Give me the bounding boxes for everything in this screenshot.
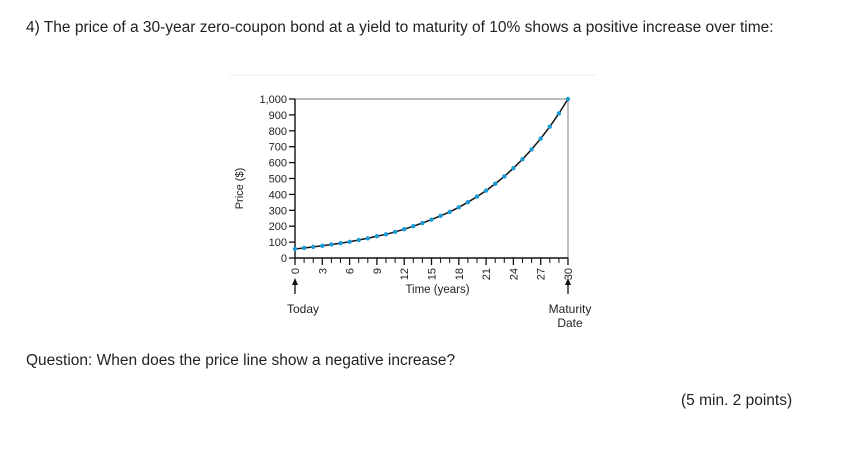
sub-question-text: Question: When does the price line show … xyxy=(26,352,456,369)
y-axis-label: Price ($) xyxy=(234,168,246,210)
price-point xyxy=(447,209,452,215)
price-point xyxy=(383,232,389,237)
x-tick-label: 9 xyxy=(372,268,384,274)
price-point xyxy=(520,157,525,162)
price-point xyxy=(511,165,516,171)
x-tick-label: 6 xyxy=(345,268,357,274)
price-point xyxy=(392,229,398,235)
chart-svg: 0 100 200 300 400 500 600 700 800 900 1,000 0 3 6 9 12 1… xyxy=(230,74,595,330)
y-tick-label: 900 xyxy=(269,110,287,122)
maturity-label: Maturity xyxy=(549,302,592,316)
price-point xyxy=(356,237,361,243)
today-arrow-head xyxy=(292,278,298,285)
x-tick-label: 21 xyxy=(481,268,493,280)
price-point xyxy=(374,234,380,239)
price-point xyxy=(565,96,571,102)
price-point xyxy=(311,244,316,250)
price-point xyxy=(465,199,471,205)
price-point xyxy=(547,124,552,129)
price-point xyxy=(474,194,480,199)
price-point xyxy=(347,239,352,244)
price-point xyxy=(538,136,543,141)
x-tick-label: 0 xyxy=(290,268,302,274)
bond-price-chart: 0 100 200 300 400 500 600 700 800 900 1,000 0 3 6 9 12 1… xyxy=(225,70,605,340)
price-point xyxy=(556,111,562,116)
price-point xyxy=(483,188,489,193)
price-point xyxy=(338,241,343,246)
x-tick-label: 15 xyxy=(427,268,439,280)
maturity-label: Date xyxy=(557,316,583,330)
x-tick-label: 27 xyxy=(536,268,548,280)
price-point xyxy=(456,205,461,210)
price-point xyxy=(301,245,307,251)
x-tick-label: 12 xyxy=(399,268,411,280)
y-tick-label: 0 xyxy=(281,253,287,265)
y-tick-label: 800 xyxy=(269,126,287,138)
maturity-arrow-head xyxy=(565,278,571,285)
y-tick-label: 400 xyxy=(269,189,287,201)
y-tick-label: 500 xyxy=(269,174,287,186)
x-axis-label: Time (years) xyxy=(405,284,469,296)
price-point xyxy=(320,243,325,248)
today-label: Today xyxy=(287,302,319,316)
y-tick-label: 200 xyxy=(269,221,287,233)
price-point xyxy=(493,181,498,186)
price-point xyxy=(411,224,416,229)
x-tick-label: 18 xyxy=(454,268,466,280)
price-point xyxy=(402,227,407,232)
price-point xyxy=(420,220,425,226)
y-tick-label: 100 xyxy=(269,237,287,249)
price-point xyxy=(438,213,443,219)
price-point xyxy=(292,246,298,252)
x-tick-label: 24 xyxy=(508,268,520,280)
points-label: (5 min. 2 points) xyxy=(681,392,793,409)
question-text: 4) The price of a 30-year zero-coupon bo… xyxy=(26,19,774,36)
y-tick-label: 700 xyxy=(269,142,287,154)
price-point xyxy=(529,147,534,152)
price-point xyxy=(429,217,434,222)
price-line xyxy=(294,98,569,250)
price-point xyxy=(365,236,370,241)
plot-frame xyxy=(294,98,569,259)
x-tick-label: 3 xyxy=(317,268,329,274)
y-tick-label: 1,000 xyxy=(259,94,287,106)
price-point xyxy=(329,242,334,247)
y-tick-label: 600 xyxy=(269,158,287,170)
y-tick-label: 300 xyxy=(269,205,287,217)
price-point xyxy=(502,174,507,179)
x-tick-label: 30 xyxy=(563,268,575,280)
